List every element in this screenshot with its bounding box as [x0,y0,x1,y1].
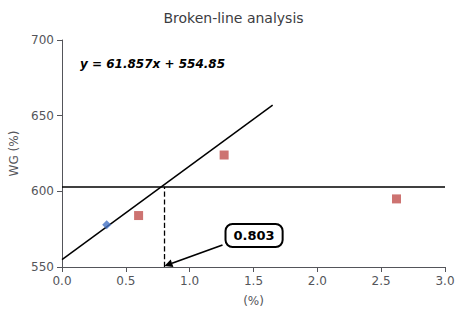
svg-text:WG (%): WG (%) [7,131,21,177]
svg-text:Broken-line analysis: Broken-line analysis [163,10,303,26]
svg-text:0.803: 0.803 [234,228,275,243]
svg-text:y = 61.857x + 554.85: y = 61.857x + 554.85 [80,57,225,71]
svg-text:1.5: 1.5 [244,274,263,288]
svg-text:2.0: 2.0 [308,274,327,288]
svg-text:(%): (%) [243,294,264,308]
svg-text:0.5: 0.5 [116,274,135,288]
svg-text:700: 700 [31,33,54,47]
svg-text:3.0: 3.0 [435,274,454,288]
svg-text:0.0: 0.0 [52,274,71,288]
svg-text:550: 550 [31,260,54,274]
svg-text:600: 600 [31,184,54,198]
svg-text:2.5: 2.5 [372,274,391,288]
svg-text:1.0: 1.0 [180,274,199,288]
svg-text:650: 650 [31,109,54,123]
